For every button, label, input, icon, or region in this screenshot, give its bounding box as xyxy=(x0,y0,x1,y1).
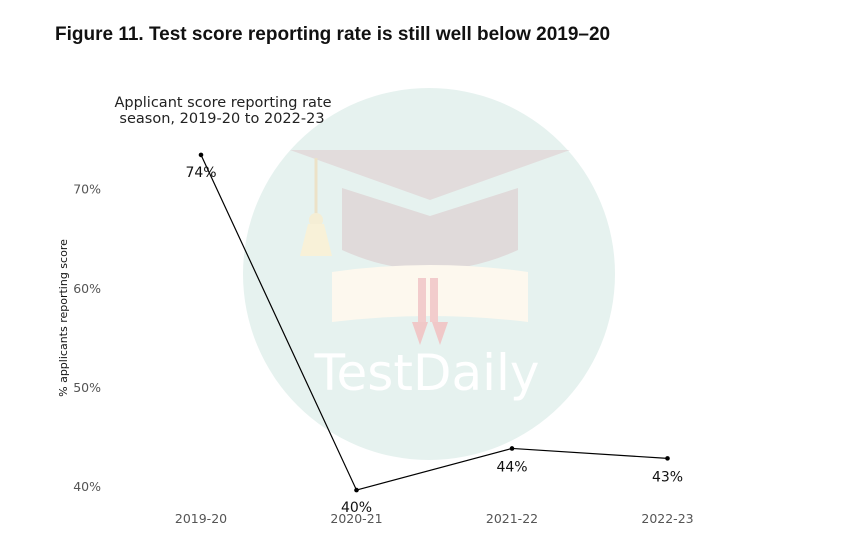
y-axis-label: % applicants reporting score xyxy=(57,239,70,397)
x-tick-label: 2021-22 xyxy=(486,511,538,526)
data-labels: 74% 40% 44% 43% xyxy=(185,165,683,516)
x-tick-label: 2019-20 xyxy=(175,511,227,526)
watermark-text: TestDaily xyxy=(314,344,540,402)
data-point xyxy=(354,487,359,493)
data-label: 74% xyxy=(185,165,216,181)
data-point xyxy=(665,456,670,461)
series xyxy=(198,152,670,493)
data-label: 40% xyxy=(341,500,372,516)
y-axis-ticks: 40% 50% 60% 70% xyxy=(73,182,101,495)
chart-title-line-2: season, 2019-20 to 2022-23 xyxy=(119,111,324,127)
x-tick-label: 2020-21 xyxy=(330,511,382,526)
data-label: 43% xyxy=(652,469,683,485)
x-tick-label: 2022-23 xyxy=(641,511,693,526)
watermark: TestDaily xyxy=(243,88,615,460)
data-point xyxy=(509,446,515,451)
y-tick-label: 50% xyxy=(73,380,101,395)
chart-title-line-1: Applicant score reporting rate xyxy=(114,95,331,111)
figure-title: Figure 11. Test score reporting rate is … xyxy=(55,24,611,45)
data-label: 44% xyxy=(496,459,527,475)
y-tick-label: 40% xyxy=(73,479,101,494)
series-line xyxy=(200,154,668,491)
data-point xyxy=(198,152,204,158)
y-tick-label: 70% xyxy=(73,182,101,197)
graduation-cap-diploma-icon xyxy=(290,150,570,345)
y-tick-label: 60% xyxy=(73,281,101,296)
x-axis-ticks: 2019-20 2020-21 2021-22 2022-23 xyxy=(175,511,694,526)
